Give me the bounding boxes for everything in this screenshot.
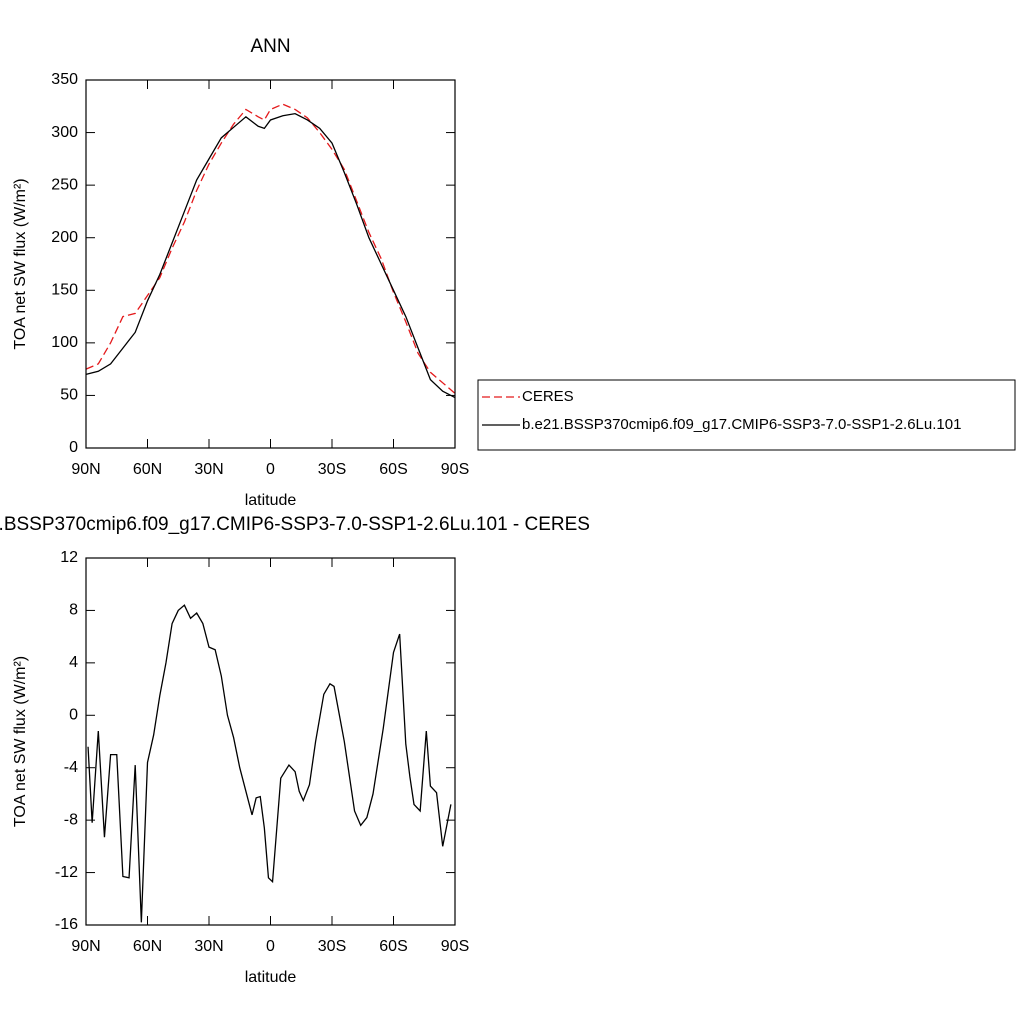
- plot-frame: [85, 79, 456, 449]
- x-tick-label: 90N: [71, 461, 100, 478]
- y-axis-title: TOA net SW flux (W/m²): [12, 178, 29, 349]
- x-tick-label: 60N: [133, 938, 162, 955]
- x-axis-title: latitude: [245, 492, 297, 509]
- x-axis-title: latitude: [245, 969, 297, 986]
- y-tick-label: 12: [60, 549, 78, 566]
- y-tick-label: 100: [51, 334, 78, 351]
- x-tick-label: 60S: [379, 461, 407, 478]
- x-tick-label: 0: [266, 461, 275, 478]
- y-tick-label: 250: [51, 176, 78, 193]
- x-tick-label: 90N: [71, 938, 100, 955]
- plot-frame: [85, 557, 456, 926]
- x-tick-label: 90S: [441, 938, 469, 955]
- y-tick-label: 150: [51, 282, 78, 299]
- y-tick-label: 200: [51, 229, 78, 246]
- y-tick-label: -16: [55, 916, 78, 933]
- legend-label: CERES: [522, 388, 574, 405]
- y-tick-label: -12: [55, 864, 78, 881]
- legend-box: [477, 379, 1016, 451]
- y-tick-label: -4: [64, 759, 78, 776]
- y-tick-label: 0: [69, 439, 78, 456]
- data-line: [85, 112, 456, 399]
- y-tick-label: 8: [69, 602, 78, 619]
- chart-title: ANN: [250, 36, 290, 57]
- y-tick-label: 4: [69, 654, 78, 671]
- y-tick-label: 0: [69, 707, 78, 724]
- data-line: [87, 604, 452, 923]
- x-tick-label: 60N: [133, 461, 162, 478]
- x-tick-label: 30N: [194, 938, 223, 955]
- x-tick-label: 30N: [194, 461, 223, 478]
- x-tick-label: 60S: [379, 938, 407, 955]
- x-tick-label: 30S: [318, 461, 346, 478]
- x-tick-label: 90S: [441, 461, 469, 478]
- x-tick-label: 30S: [318, 938, 346, 955]
- y-tick-label: 50: [60, 387, 78, 404]
- y-axis-title: TOA net SW flux (W/m²): [12, 656, 29, 827]
- y-tick-label: 300: [51, 124, 78, 141]
- legend-label: b.e21.BSSP370cmip6.f09_g17.CMIP6-SSP3-7.…: [522, 416, 961, 433]
- y-tick-label: 350: [51, 71, 78, 88]
- chart-title: b.e21.BSSP370cmip6.f09_g17.CMIP6-SSP3-7.…: [0, 514, 590, 535]
- x-tick-label: 0: [266, 938, 275, 955]
- data-line: [85, 103, 456, 394]
- y-tick-label: -8: [64, 811, 78, 828]
